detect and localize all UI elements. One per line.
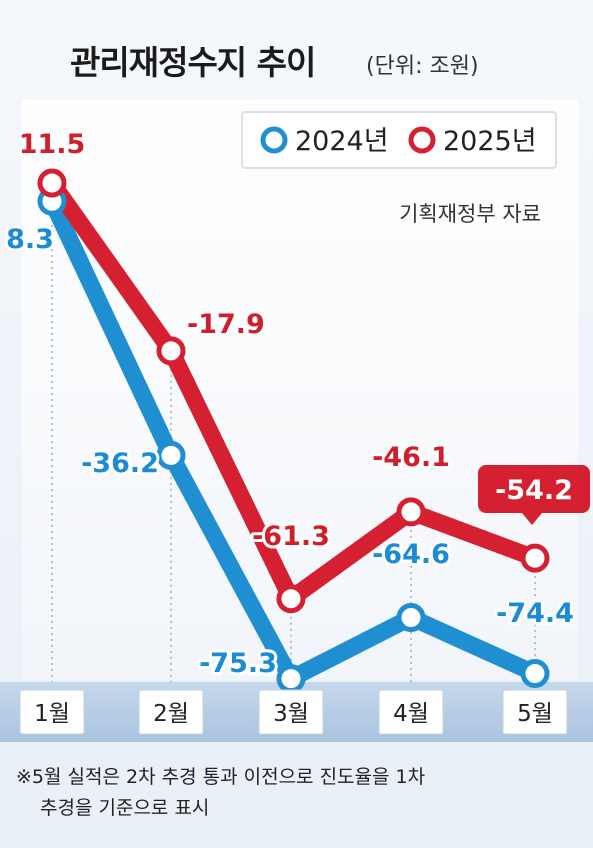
data-point-2024-3 — [276, 664, 306, 694]
data-point-2024-4 — [396, 603, 426, 633]
x-tick-label-2: 2월 — [153, 701, 189, 727]
x-tick-label-3: 3월 — [273, 701, 309, 727]
value-label-2025-3: -61.3 — [252, 521, 330, 552]
data-point-2025-5 — [520, 543, 550, 573]
value-label-2024-2: -36.2 — [81, 448, 159, 479]
value-label-2024-1: 8.3 — [6, 224, 54, 255]
chart-title: 관리재정수지 추이 — [70, 43, 316, 82]
value-label-2025-4: -46.1 — [372, 442, 450, 473]
footnote-line-1: ※5월 실적은 2차 추경 통과 이전으로 진도율을 1차 — [16, 766, 426, 788]
legend-label-2024: 2024년 — [295, 126, 389, 157]
value-label-2025-2: -17.9 — [187, 309, 265, 340]
footnote: ※5월 실적은 2차 추경 통과 이전으로 진도율을 1차 추경을 기준으로 표… — [16, 762, 581, 824]
x-tick-label-4: 4월 — [393, 701, 429, 727]
value-label-2024-3: -75.3 — [199, 648, 277, 679]
value-label-2025-1: 11.5 — [19, 129, 86, 160]
legend-label-2025: 2025년 — [443, 126, 537, 157]
x-tick-box-3 — [258, 689, 324, 735]
data-point-2025-1 — [37, 168, 67, 198]
data-point-2024-5 — [520, 658, 550, 688]
data-point-2025-4 — [396, 497, 426, 527]
legend-marker-2025 — [408, 126, 436, 154]
legend: 2024년 2025년 — [241, 111, 557, 169]
source-label: 기획재정부 자료 — [399, 202, 541, 226]
data-point-2024-2 — [156, 440, 186, 470]
unit-label: (단위: 조원) — [366, 54, 479, 79]
legend-marker-2024 — [260, 126, 288, 154]
data-point-2025-2 — [156, 336, 186, 366]
x-tick-label-5: 5월 — [517, 701, 553, 727]
value-label-2024-5: -74.4 — [496, 598, 574, 629]
x-tick-label-1: 1월 — [34, 701, 70, 727]
x-tick-box-1 — [19, 689, 85, 735]
value-label-2025-5: -54.2 — [495, 475, 573, 506]
footnote-line-2: 추경을 기준으로 표시 — [40, 797, 210, 819]
x-tick-box-2 — [138, 689, 204, 735]
value-label-2024-4: -64.6 — [372, 539, 450, 570]
x-tick-box-4 — [378, 689, 444, 735]
data-point-2025-3 — [276, 584, 306, 614]
callout-bubble — [478, 465, 590, 525]
x-tick-box-5 — [502, 689, 568, 735]
